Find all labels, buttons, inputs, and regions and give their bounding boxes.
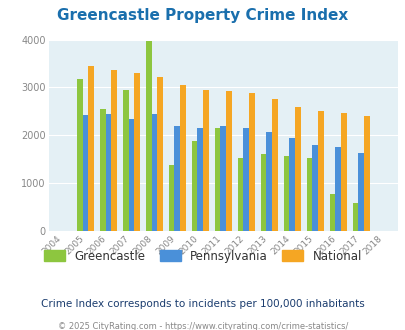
Bar xyxy=(157,77,162,231)
Bar xyxy=(335,147,340,231)
Bar xyxy=(191,141,197,231)
Legend: Greencastle, Pennsylvania, National: Greencastle, Pennsylvania, National xyxy=(40,246,365,266)
Bar xyxy=(134,73,140,231)
Bar xyxy=(289,138,294,231)
Bar xyxy=(311,145,317,231)
Bar xyxy=(352,204,357,231)
Bar xyxy=(77,79,82,231)
Bar xyxy=(237,158,243,231)
Bar xyxy=(197,128,202,231)
Bar xyxy=(128,118,134,231)
Bar xyxy=(363,116,369,231)
Bar xyxy=(151,114,157,231)
Bar xyxy=(266,132,271,231)
Bar xyxy=(180,85,185,231)
Bar xyxy=(174,126,180,231)
Bar xyxy=(283,156,289,231)
Bar xyxy=(220,126,226,231)
Bar xyxy=(214,128,220,231)
Text: © 2025 CityRating.com - https://www.cityrating.com/crime-statistics/: © 2025 CityRating.com - https://www.city… xyxy=(58,322,347,330)
Bar xyxy=(100,109,105,231)
Bar xyxy=(82,115,88,231)
Bar xyxy=(226,91,231,231)
Bar xyxy=(317,112,323,231)
Bar xyxy=(243,128,249,231)
Bar xyxy=(88,66,94,231)
Bar xyxy=(271,99,277,231)
Bar xyxy=(260,154,266,231)
Bar xyxy=(105,114,111,231)
Bar xyxy=(357,153,363,231)
Bar xyxy=(340,113,346,231)
Bar xyxy=(122,90,128,231)
Bar xyxy=(111,70,117,231)
Bar xyxy=(168,165,174,231)
Bar xyxy=(306,158,311,231)
Text: Greencastle Property Crime Index: Greencastle Property Crime Index xyxy=(57,8,348,23)
Bar xyxy=(329,194,335,231)
Text: Crime Index corresponds to incidents per 100,000 inhabitants: Crime Index corresponds to incidents per… xyxy=(41,299,364,309)
Bar xyxy=(202,90,209,231)
Bar xyxy=(294,107,300,231)
Bar xyxy=(145,41,151,231)
Bar xyxy=(249,93,254,231)
